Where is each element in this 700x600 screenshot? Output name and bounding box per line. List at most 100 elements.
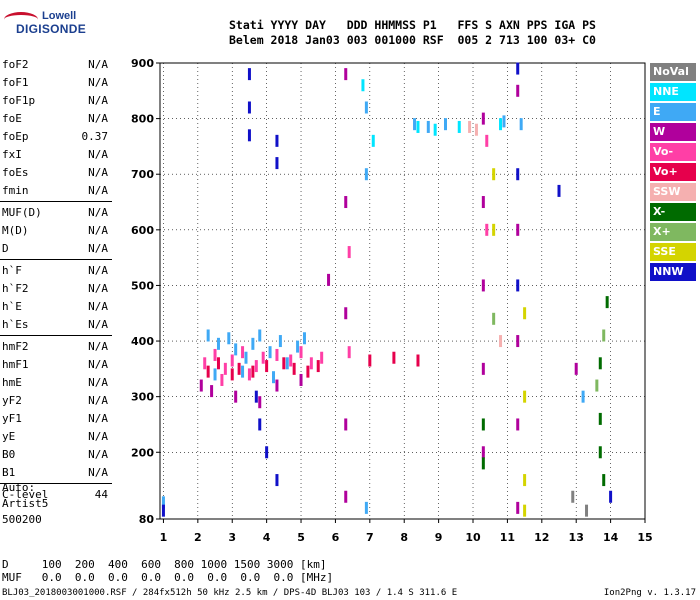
echo-point [275,379,279,392]
echo-point [344,418,348,431]
param-row: D N/A [0,240,112,258]
x-tick-label: 2 [194,531,202,544]
echo-point [227,332,231,345]
echo-point [492,223,496,236]
param-value: N/A [88,184,108,197]
echo-point [244,351,248,364]
echo-point [371,134,375,147]
echo-point [502,115,506,128]
param-value: N/A [88,206,108,219]
echo-point [595,379,599,392]
echo-point [275,134,279,147]
param-separator [0,335,112,336]
echo-point [199,379,203,392]
param-row: h`F N/A [0,262,112,280]
echo-point [247,101,251,114]
echo-point [574,362,578,375]
echo-point [499,118,503,131]
echo-point [265,446,269,459]
param-row: h`E N/A [0,298,112,316]
x-tick-label: 14 [603,531,619,544]
echo-point [516,279,520,292]
param-name: foEs [2,166,29,179]
echo-point [426,120,430,133]
plot-frame [159,62,646,520]
param-value: N/A [88,300,108,313]
echo-point [433,123,437,136]
param-name: h`E [2,300,22,313]
echo-point [481,279,485,292]
param-row: fmin N/A [0,182,112,200]
param-name: foEp [2,130,29,143]
x-tick-label: 6 [332,531,340,544]
echo-point [481,112,485,125]
y-tick-label: 400 [131,335,154,348]
echo-point [275,157,279,170]
x-tick-label: 5 [297,531,305,544]
param-name: C-level [2,488,49,501]
echo-point [516,335,520,348]
param-name: M(D) [2,224,29,237]
lowell-digisonde-logo: Lowell DIGISONDE [2,10,86,42]
echo-point [609,490,613,503]
ionogram-plot: 1 2 3 4 5 6 7 8 9 10 11 12 13 14 15 80 200 300 400 500 600 70… [131,57,653,544]
echo-point [258,396,262,409]
param-value: N/A [88,376,108,389]
echo-point [309,357,313,370]
param-name: foF1 [2,76,29,89]
auto-code: 500200 [2,513,42,526]
echo-point [598,446,602,459]
param-name: D [2,242,9,255]
echo-point [468,120,472,133]
echo-point [251,337,255,350]
param-separator [0,259,112,260]
header-values: Belem 2018 Jan03 003 001000 RSF 005 2 71… [229,33,596,47]
echo-point [251,365,255,378]
distance-row: D 100 200 400 600 800 1000 1500 3000 [km… [2,558,327,571]
param-row: fxI N/A [0,146,112,164]
echo-point [523,474,527,487]
param-value: N/A [88,112,108,125]
param-name: fxI [2,148,22,161]
legend-entry: X- [650,203,696,221]
muf-distance-table: D 100 200 400 600 800 1000 1500 3000 [km… [2,558,333,584]
echo-point [602,474,606,487]
param-name: h`Es [2,318,29,331]
echo-point [457,120,461,133]
echo-point [306,365,310,378]
echo-point [516,418,520,431]
param-row: h`Es N/A [0,316,112,334]
echo-point [519,118,523,131]
x-tick-label: 13 [569,531,584,544]
echo-point [203,357,207,370]
echo-point [481,457,485,470]
legend-entry: SSE [650,243,696,261]
echo-point [598,357,602,370]
echo-point [516,62,520,75]
param-name: h`F2 [2,282,29,295]
param-name: yF2 [2,394,22,407]
echo-point [516,501,520,514]
x-tick-label: 3 [228,531,236,544]
echo-point [296,340,300,353]
echo-point [241,346,245,359]
param-value: N/A [88,394,108,407]
echo-point [392,351,396,364]
legend-entry: SSW [650,183,696,201]
echo-point [234,390,238,403]
param-row: hmF1 N/A [0,356,112,374]
echo-point [481,446,485,459]
legend-entry: NNW [650,263,696,281]
x-tick-label: 15 [637,531,652,544]
echo-point [368,354,372,367]
auto-artist: Artist5 [2,497,49,510]
echo-point [481,196,485,209]
echo-point [247,68,251,81]
echo-point [206,365,210,378]
param-name: hmE [2,376,22,389]
echo-point [320,351,324,364]
echo-point [585,504,589,517]
echo-point [247,368,251,381]
param-name: B1 [2,466,16,479]
param-row: yE N/A [0,428,112,446]
